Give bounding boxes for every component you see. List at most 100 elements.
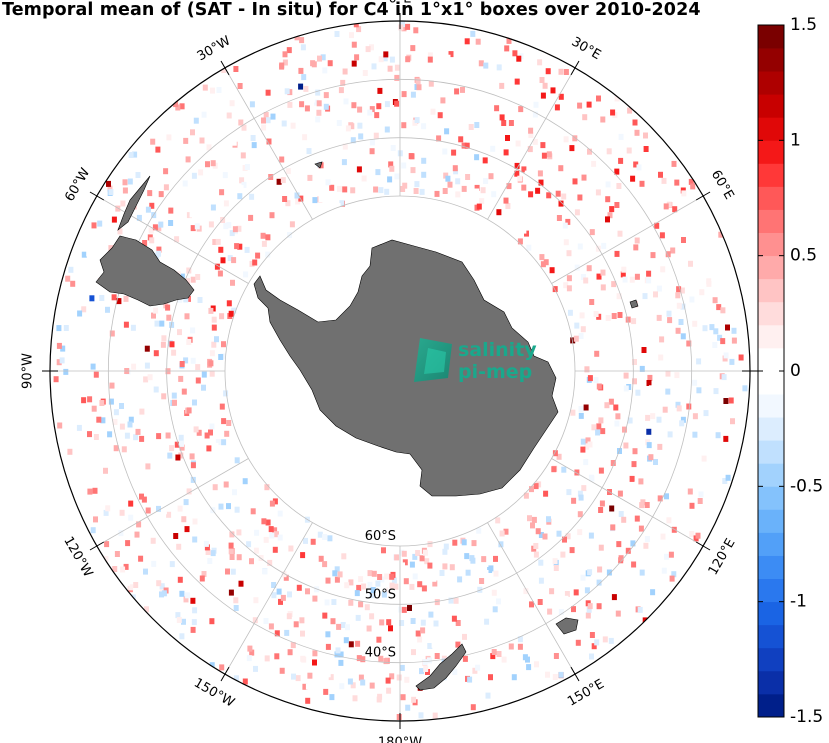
anomaly-cell [209,618,215,625]
anomaly-cell [202,84,208,91]
anomaly-cell [653,459,658,465]
anomaly-cell [686,403,692,410]
anomaly-cell [210,87,215,94]
anomaly-cell [376,636,382,643]
anomaly-cell [428,80,434,87]
anomaly-cell [261,240,267,247]
anomaly-cell [566,275,572,282]
anomaly-cell [675,401,681,408]
anomaly-cell [615,610,621,617]
anomaly-cell [177,576,183,583]
anomaly-cell [223,223,229,230]
anomaly-cell [87,431,92,438]
anomaly-cell [348,122,354,129]
anomaly-cell [427,56,433,63]
anomaly-cell [573,182,579,189]
anomaly-cell [119,509,125,516]
meridian-240 [96,458,249,547]
anomaly-cell [301,74,307,81]
anomaly-cell [402,182,408,189]
anomaly-cell [183,137,189,144]
anomaly-cell [542,82,548,89]
anomaly-cell [173,533,179,539]
anomaly-cell [621,516,627,523]
anomaly-cell [461,185,467,192]
anomaly-cell [625,316,631,323]
anomaly-cell [669,575,675,582]
anomaly-cell [277,534,283,541]
anomaly-cell [598,507,604,513]
anomaly-cell [195,364,201,371]
anomaly-cell [410,167,416,174]
salinity-pi-mep-logo: salinity pi-mep [414,338,537,383]
colorbar-segment [758,601,784,626]
anomaly-cell [192,536,198,543]
anomaly-cell [337,185,342,192]
anomaly-cell [591,424,597,431]
anomaly-cell [647,374,653,381]
colorbar-segment [758,209,784,233]
anomaly-cell [528,191,534,198]
anomaly-cell [560,583,566,590]
anomaly-cell [496,209,502,216]
anomaly-cell [680,416,686,423]
anomaly-cell [304,105,310,112]
anomaly-cell [389,56,395,63]
anomaly-cell [295,198,301,205]
anomaly-cell [303,537,308,544]
anomaly-cell [206,144,212,151]
anomaly-cell [419,188,425,195]
anomaly-cell [370,182,376,189]
anomaly-cell [184,526,190,533]
anomaly-cell [366,625,372,632]
anomaly-cell [549,588,555,595]
anomaly-cell [679,420,685,427]
anomaly-cell [133,582,139,588]
anomaly-cell [388,161,394,168]
anomaly-cell [674,179,680,186]
anomaly-cell [626,147,632,154]
anomaly-cell [97,220,103,227]
anomaly-cell [605,216,610,223]
anomaly-cell [79,263,85,270]
anomaly-cell [111,216,117,223]
anomaly-cell [393,583,399,590]
anomaly-cell [443,543,449,550]
anomaly-cell [411,649,416,656]
anomaly-cell [540,92,546,99]
anomaly-cell [209,350,215,357]
anomaly-cell [656,314,662,321]
anomaly-cell [261,124,267,131]
anomaly-cell [659,336,665,343]
anomaly-cell [630,175,636,182]
anomaly-cell [379,619,385,626]
anomaly-cell [228,310,234,317]
anomaly-cell [546,151,552,158]
anomaly-cell [566,285,572,292]
anomaly-cell [215,439,221,446]
anomaly-cell [238,185,244,192]
anomaly-cell [298,83,304,90]
anomaly-cell [558,165,564,172]
anomaly-cell [401,162,407,169]
colorbar-segment [758,163,784,187]
anomaly-cell [322,561,328,568]
anomaly-cell [725,474,731,481]
anomaly-cell [609,505,615,512]
anomaly-cell [210,160,216,167]
anomaly-cell [566,250,572,257]
anomaly-cell [233,605,239,611]
anomaly-cell [247,156,252,163]
anomaly-cell [464,553,470,560]
anomaly-cell [483,570,489,576]
anomaly-cell [90,363,96,370]
anomaly-cell [399,620,405,626]
anomaly-cell [533,250,539,257]
anomaly-cell [738,354,744,361]
anomaly-cell [413,27,419,34]
anomaly-cell [493,686,498,693]
anomaly-cell [272,498,278,505]
anomaly-cell [272,527,278,534]
anomaly-cell [399,664,405,671]
anomaly-cell [347,678,353,685]
